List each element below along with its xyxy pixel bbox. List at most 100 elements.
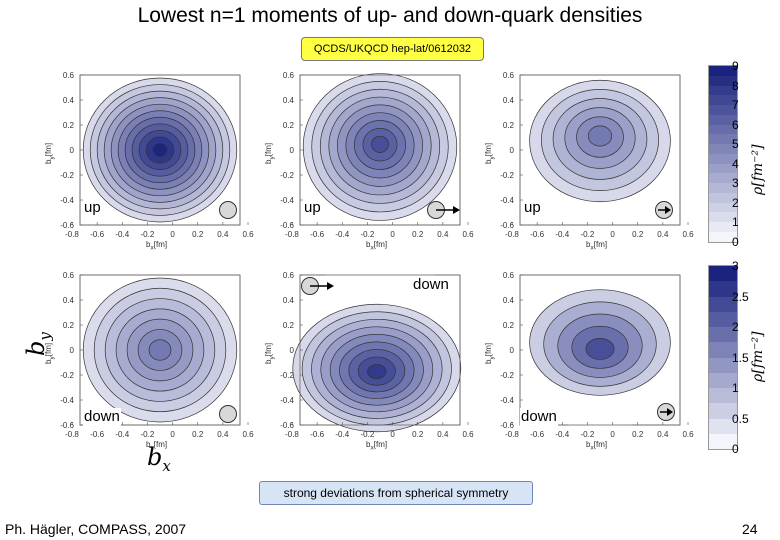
colorbar-swatch	[709, 153, 737, 164]
x-tick-label: 0.6	[682, 230, 694, 239]
x-axis-label: bx[fm]	[146, 440, 168, 452]
x-tick-label: 0.4	[657, 430, 669, 439]
colorbar-swatch	[709, 433, 737, 449]
x-tick-label: -0.4	[115, 230, 129, 239]
x-axis-label: bx[fm]	[146, 240, 168, 252]
colorbar-tick: 0.5	[732, 411, 749, 426]
y-tick-label: 0.4	[503, 296, 515, 305]
y-tick-label: 0.2	[503, 121, 515, 130]
colorbar-swatch	[709, 183, 737, 193]
y-tick-label: -0.6	[60, 221, 74, 230]
y-tick-label: -0.6	[500, 221, 514, 230]
colorbar-swatch	[709, 357, 737, 373]
colorbar-tick: 1.5	[732, 350, 749, 365]
colorbar-swatch	[709, 192, 737, 203]
y-tick-label: 0	[70, 346, 75, 355]
y-tick-label: -0.2	[60, 171, 74, 180]
x-tick-label: -0.4	[555, 430, 569, 439]
colorbar-tick: 1	[732, 381, 739, 395]
contour-level	[148, 339, 172, 361]
x-tick-label: 0.4	[437, 230, 449, 239]
colorbar-swatch	[709, 372, 737, 388]
colorbar-swatch	[709, 95, 737, 106]
x-tick-label: 0.6	[682, 430, 694, 439]
contour-level	[152, 143, 168, 157]
x-tick-label: 0.2	[412, 230, 424, 239]
colorbar-tick: 0	[732, 442, 739, 456]
colorbar-tick: 3	[732, 259, 739, 273]
colorbar-swatch	[709, 222, 737, 233]
colorbar-tick: 1	[732, 215, 739, 230]
colorbar-swatch	[709, 266, 737, 282]
x-tick-label: -0.2	[141, 230, 155, 239]
y-tick-label: 0.4	[503, 96, 515, 105]
x-tick-label: 0.4	[437, 430, 449, 439]
x-tick-label: -0.2	[141, 430, 155, 439]
x-tick-label: 0.2	[632, 430, 644, 439]
colorbar-swatch	[709, 66, 737, 76]
colorbar-swatch	[709, 281, 737, 297]
colorbar-swatch	[709, 327, 737, 343]
x-tick-label: 0.2	[192, 430, 204, 439]
y-tick-label: -0.4	[280, 396, 294, 405]
x-tick-label: 0	[390, 230, 395, 239]
x-tick-label: -0.8	[505, 230, 519, 239]
y-tick-label: -0.2	[280, 171, 294, 180]
colorbar-swatch	[709, 124, 737, 135]
x-tick-label: -0.6	[310, 430, 324, 439]
y-tick-label: 0.2	[63, 321, 75, 330]
contour-level	[587, 125, 613, 147]
x-tick-label: 0	[610, 230, 615, 239]
quark-label: down	[412, 276, 450, 294]
y-tick-label: 0	[290, 346, 295, 355]
y-tick-label: 0	[70, 146, 75, 155]
x-axis-label: bx[fm]	[366, 440, 388, 452]
colorbar-tick: 2.5	[732, 289, 749, 304]
y-tick-label: 0.6	[63, 271, 75, 280]
colorbar-swatch	[709, 173, 737, 184]
colorbar-swatch	[709, 114, 737, 125]
y-tick-label: -0.4	[60, 396, 74, 405]
colorbar-bottom-label: ρ[fm⁻²]	[750, 331, 766, 382]
contour-notch	[568, 409, 632, 437]
x-tick-label: 0	[390, 430, 395, 439]
x-tick-label: -0.2	[361, 230, 375, 239]
x-tick-label: -0.2	[581, 230, 595, 239]
colorbar-tick: 2	[732, 195, 739, 210]
x-tick-label: -0.6	[310, 230, 324, 239]
y-tick-label: 0.2	[283, 321, 295, 330]
colorbar-tick: 0	[732, 235, 739, 249]
colorbar-top	[708, 65, 738, 243]
contour-level	[371, 135, 389, 153]
x-tick-label: -0.6	[530, 430, 544, 439]
x-tick-label: -0.8	[285, 430, 299, 439]
colorbar-swatch	[709, 75, 737, 86]
x-tick-label: -0.4	[335, 230, 349, 239]
y-tick-label: -0.4	[500, 196, 514, 205]
big-x-axis-label: bx	[147, 443, 171, 475]
nucleon-spin-icon	[219, 201, 237, 219]
x-tick-label: 0.6	[242, 230, 254, 239]
x-tick-label: 0	[170, 430, 175, 439]
y-tick-label: -0.2	[500, 371, 514, 380]
y-tick-label: 0.4	[63, 296, 75, 305]
x-tick-label: -0.8	[285, 230, 299, 239]
y-tick-label: 0.6	[503, 71, 515, 80]
y-tick-label: -0.2	[280, 371, 294, 380]
reference-badge: QCDS/UKQCD hep-lat/0612032	[301, 37, 484, 61]
y-axis-label: by[fm]	[484, 342, 496, 364]
y-tick-label: -0.4	[280, 196, 294, 205]
y-tick-label: -0.6	[280, 421, 294, 430]
colorbar-swatch	[709, 134, 737, 145]
x-tick-label: -0.4	[115, 430, 129, 439]
x-axis-label: bx[fm]	[366, 240, 388, 252]
colorbar-swatch	[709, 232, 737, 242]
colorbar-tick: 3	[732, 176, 739, 191]
big-y-axis-label: by	[22, 332, 54, 356]
contour-level	[367, 364, 387, 379]
footer-author: Ph. Hägler, COMPASS, 2007	[5, 521, 187, 537]
y-tick-label: 0.2	[63, 121, 75, 130]
